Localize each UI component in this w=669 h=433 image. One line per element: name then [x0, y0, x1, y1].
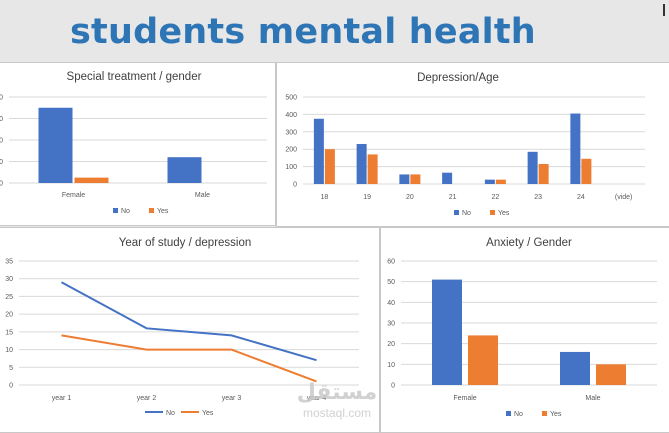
y-tick-label: 5 — [9, 365, 13, 372]
bar-no-23 — [527, 151, 538, 184]
legend-label: Yes — [157, 208, 169, 215]
x-tick-label: 20 — [406, 194, 414, 201]
y-tick-label: 80 — [0, 95, 3, 102]
y-tick-label: 0 — [0, 181, 3, 188]
y-tick-label: 20 — [5, 312, 13, 319]
bar-no-21 — [442, 172, 453, 184]
bar-yes-24 — [581, 158, 592, 184]
bar-no-female — [432, 279, 462, 385]
bar-no-22 — [484, 179, 495, 184]
legend-label: No — [166, 410, 175, 417]
x-tick-label: Female — [62, 192, 85, 199]
legend-swatch-yes — [490, 210, 495, 215]
chart-depression-age[interactable]: Depression/Age 0 100 200 300 400 500 18 19 20 21 22… — [276, 62, 669, 227]
scrollbar-mark — [663, 4, 665, 16]
y-tick-label: 200 — [285, 147, 297, 154]
legend-label: No — [121, 208, 130, 215]
bar-yes-22 — [495, 179, 506, 184]
y-tick-label: 20 — [387, 341, 395, 348]
y-tick-label: 0 — [293, 182, 297, 189]
title-banner: students mental health — [0, 0, 669, 62]
y-tick-label: 0 — [391, 383, 395, 390]
line-series-yes — [61, 334, 317, 383]
x-tick-label: 23 — [534, 194, 542, 201]
y-tick-label: 40 — [0, 138, 3, 145]
x-tick-label: 19 — [363, 194, 371, 201]
year-of-study-chart-svg: Year of study / depression 0 5 10 15 20 25 30 35… — [5, 237, 359, 417]
y-tick-label: 30 — [387, 321, 395, 328]
legend-label: Yes — [498, 210, 510, 217]
y-tick-label: 10 — [5, 347, 13, 354]
legend-label: Yes — [202, 410, 214, 417]
x-tick-label: year 1 — [52, 395, 72, 402]
bar-yes-female — [468, 335, 498, 385]
bar-yes-20 — [410, 174, 421, 184]
chart-anxiety-gender[interactable]: Anxiety / Gender 0 10 20 30 40 50 60 Female Male N… — [380, 227, 669, 433]
depression-age-chart-svg: Depression/Age 0 100 200 300 400 500 18 19 20 21 22… — [285, 72, 645, 217]
legend-swatch-no — [506, 411, 511, 416]
y-tick-label: 20 — [0, 159, 3, 166]
legend-swatch-yes — [149, 208, 154, 213]
bar-no-18 — [313, 118, 324, 184]
x-tick-label: year 2 — [137, 395, 157, 402]
y-tick-label: 0 — [9, 383, 13, 390]
watermark-latin-text: mostaql.com — [302, 406, 372, 420]
legend-label: Yes — [550, 411, 562, 418]
x-tick-label: 22 — [491, 194, 499, 201]
y-tick-label: 500 — [285, 95, 297, 102]
x-tick-label: 24 — [577, 194, 585, 201]
bar-no-20 — [399, 174, 410, 184]
y-tick-label: 400 — [285, 112, 297, 119]
page-title: students mental health — [70, 12, 536, 52]
x-tick-label: year 3 — [222, 395, 242, 402]
y-tick-label: 30 — [5, 276, 13, 283]
bar-no-24 — [570, 113, 581, 184]
x-tick-label: Male — [195, 192, 210, 199]
chart-title: Depression/Age — [417, 72, 499, 84]
anxiety-gender-chart-svg: Anxiety / Gender 0 10 20 30 40 50 60 Female Male N… — [387, 237, 657, 418]
y-tick-label: 35 — [5, 259, 13, 266]
bar-yes-23 — [538, 163, 549, 184]
line-series-no — [61, 281, 317, 362]
bar-no-female — [38, 107, 73, 183]
y-tick-label: 25 — [5, 294, 13, 301]
bar-yes-female — [74, 177, 109, 183]
bar-no-male — [560, 351, 590, 385]
legend-label: No — [514, 411, 523, 418]
bar-yes-male — [596, 364, 626, 385]
bar-no-19 — [356, 143, 367, 184]
x-tick-label: 21 — [449, 194, 457, 201]
x-tick-label: year 4 — [307, 395, 327, 402]
legend-label: No — [462, 210, 471, 217]
x-tick-label: 18 — [320, 194, 328, 201]
legend-swatch-no — [454, 210, 459, 215]
chart-year-of-study[interactable]: Year of study / depression 0 5 10 15 20 25 30 35… — [0, 227, 380, 433]
chart-title: Anxiety / Gender — [486, 237, 572, 249]
chart-title: Year of study / depression — [119, 237, 252, 249]
x-tick-label: Female — [453, 395, 476, 402]
y-tick-label: 50 — [387, 279, 395, 286]
legend-swatch-no — [113, 208, 118, 213]
x-tick-label: Male — [585, 395, 600, 402]
chart-title: Special treatment / gender — [67, 71, 202, 83]
bar-no-male — [167, 157, 202, 183]
y-tick-label: 40 — [387, 300, 395, 307]
bar-yes-18 — [324, 149, 335, 184]
y-tick-label: 10 — [387, 362, 395, 369]
mostaql-watermark: مستقل mostaql.com — [292, 380, 382, 424]
special-treatment-chart-svg: Special treatment / gender 0 20 40 60 80 Femal… — [0, 71, 267, 215]
y-tick-label: 300 — [285, 129, 297, 136]
watermark-arabic-text: مستقل — [296, 380, 378, 405]
x-tick-label: (vide) — [615, 194, 633, 201]
y-tick-label: 100 — [285, 164, 297, 171]
bar-yes-19 — [367, 154, 378, 184]
y-tick-label: 60 — [0, 116, 3, 123]
legend-swatch-yes — [542, 411, 547, 416]
chart-special-treatment[interactable]: Special treatment / gender 0 20 40 60 80 Femal… — [0, 62, 276, 226]
y-tick-label: 15 — [5, 329, 13, 336]
y-tick-label: 60 — [387, 259, 395, 266]
